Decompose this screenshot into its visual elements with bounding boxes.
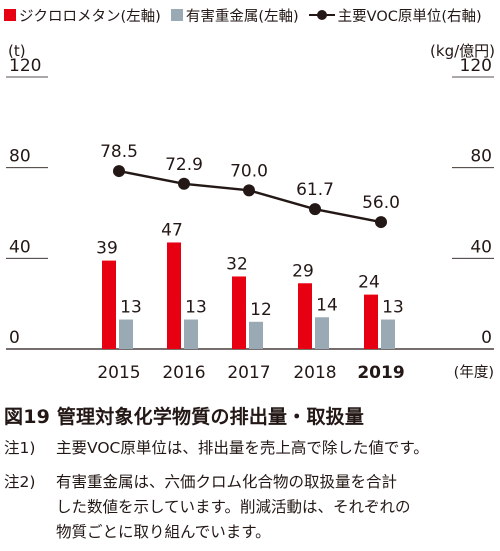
left-axis-tick-label: 80 bbox=[9, 147, 31, 167]
note-1: 注1) 主要VOC原単位は、排出量を売上高で除した値です。 bbox=[4, 436, 429, 461]
note-2: 注2) 有害重金属は、六価クロム化合物の取扱量を合計 した数値を示しています。削減… bbox=[4, 470, 411, 545]
legend-item-dichloromethane: ジクロロメタン(左軸) bbox=[4, 5, 161, 26]
note-2-line-1: 有害重金属は、六価クロム化合物の取扱量を合計 bbox=[56, 473, 398, 491]
note-2-line-2: した数値を示しています。削減活動は、それぞれの bbox=[56, 498, 411, 516]
label-dichloromethane-2016: 47 bbox=[161, 220, 183, 240]
note-1-line-1: 主要VOC原単位は、排出量を売上高で除した値です。 bbox=[56, 439, 429, 457]
chart-legend: ジクロロメタン(左軸) 有害重金属(左軸) 主要VOC原単位(右軸) bbox=[4, 4, 492, 26]
label-dichloromethane-2015: 39 bbox=[96, 239, 118, 259]
x-tick-label-2019: 2019 bbox=[357, 363, 404, 383]
right-axis-tick-label: 120 bbox=[460, 56, 492, 76]
bar-dichloromethane-2017 bbox=[232, 276, 246, 349]
figure-title: 図19 管理対象化学物質の排出量・取扱量 bbox=[4, 406, 365, 428]
label-dichloromethane-2019: 24 bbox=[358, 273, 380, 293]
voc-label-2017: 70.0 bbox=[230, 161, 268, 181]
bar-heavy-metals-2015 bbox=[119, 319, 133, 349]
bar-heavy-metals-2018 bbox=[315, 317, 329, 349]
right-axis-tick-label: 40 bbox=[470, 237, 492, 257]
voc-point-2017 bbox=[243, 184, 255, 197]
x-tick-label-2016: 2016 bbox=[162, 363, 205, 383]
emissions-chart: (t) (kg/億円)120804001208040039134713321229… bbox=[6, 42, 495, 383]
left-axis-tick-label: 0 bbox=[9, 328, 20, 348]
legend-item-heavy-metals: 有害重金属(左軸) bbox=[170, 5, 299, 26]
voc-point-2015 bbox=[113, 165, 125, 178]
bar-dichloromethane-2018 bbox=[298, 283, 312, 349]
bar-heavy-metals-2017 bbox=[249, 321, 263, 349]
bar-heavy-metals-2019 bbox=[381, 319, 395, 349]
label-heavy-metals-2016: 13 bbox=[185, 298, 207, 318]
label-heavy-metals-2018: 14 bbox=[316, 295, 338, 315]
legend-swatch-dichloromethane bbox=[4, 9, 16, 21]
right-axis-unit: (kg/億円) bbox=[430, 42, 495, 60]
note-1-mark: 注1) bbox=[4, 439, 36, 457]
label-heavy-metals-2015: 13 bbox=[120, 298, 142, 318]
note-2-line-3: 物質ごとに取り組んでいます。 bbox=[56, 523, 271, 541]
label-dichloromethane-2017: 32 bbox=[226, 254, 248, 274]
left-axis-tick-label: 40 bbox=[9, 237, 31, 257]
x-tick-label-2017: 2017 bbox=[227, 363, 270, 383]
right-axis-tick-label: 0 bbox=[481, 328, 492, 348]
legend-label-voc-intensity: 主要VOC原単位(右軸) bbox=[337, 8, 482, 25]
legend-label-dichloromethane: ジクロロメタン(左軸) bbox=[19, 8, 161, 25]
bar-dichloromethane-2016 bbox=[167, 242, 181, 349]
legend-label-heavy-metals: 有害重金属(左軸) bbox=[185, 8, 299, 25]
bar-dichloromethane-2019 bbox=[364, 294, 378, 349]
voc-label-2018: 61.7 bbox=[296, 180, 334, 200]
voc-label-2015: 78.5 bbox=[100, 142, 138, 162]
voc-label-2016: 72.9 bbox=[165, 155, 203, 175]
bar-dichloromethane-2015 bbox=[102, 260, 116, 349]
legend-swatch-voc-line bbox=[308, 9, 335, 21]
bar-heavy-metals-2016 bbox=[184, 319, 198, 349]
voc-point-2019 bbox=[375, 216, 387, 229]
voc-point-2018 bbox=[309, 203, 321, 216]
voc-label-2019: 56.0 bbox=[362, 193, 400, 213]
note-2-mark: 注2) bbox=[4, 473, 36, 491]
x-tick-label-2015: 2015 bbox=[97, 363, 140, 383]
label-dichloromethane-2018: 29 bbox=[292, 261, 314, 281]
left-axis-unit: (t) bbox=[8, 42, 26, 60]
left-axis-tick-label: 120 bbox=[9, 56, 41, 76]
x-axis-unit: (年度) bbox=[454, 364, 494, 381]
right-axis-tick-label: 80 bbox=[470, 147, 492, 167]
legend-item-voc-intensity: 主要VOC原単位(右軸) bbox=[308, 5, 482, 26]
x-tick-label-2018: 2018 bbox=[293, 363, 336, 383]
label-heavy-metals-2019: 13 bbox=[382, 298, 404, 318]
legend-swatch-heavy-metals bbox=[170, 9, 183, 21]
label-heavy-metals-2017: 12 bbox=[250, 300, 272, 320]
voc-point-2016 bbox=[178, 177, 190, 190]
